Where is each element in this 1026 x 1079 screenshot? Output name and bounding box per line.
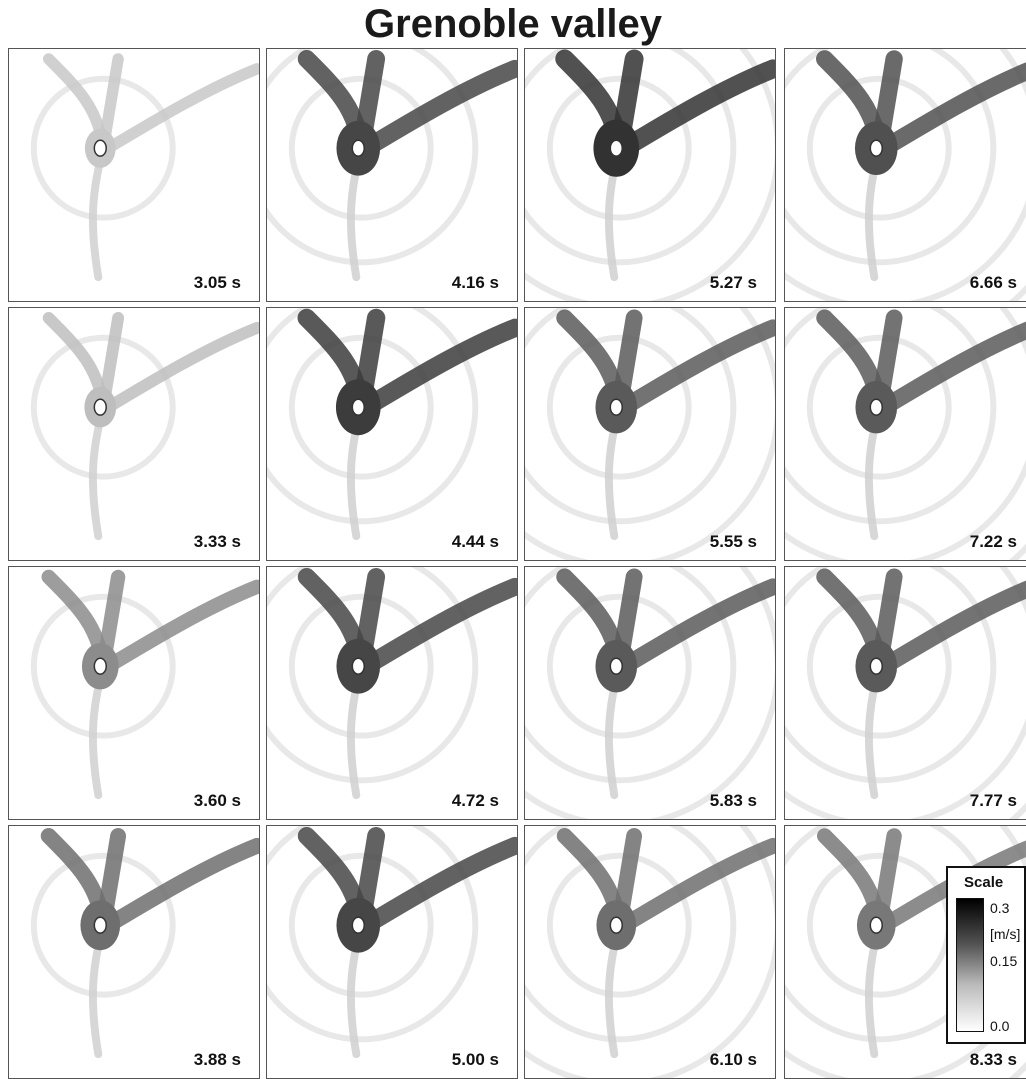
wavefield-image	[30, 827, 259, 1059]
snapshot-panel: 3.33 s	[8, 307, 260, 561]
time-label: 5.00 s	[451, 1050, 499, 1069]
scale-min-label: 0.0	[990, 1018, 1010, 1034]
wavefield-image	[30, 569, 259, 800]
time-label: 3.05 s	[193, 273, 241, 292]
scale-unit-label: [m/s]	[990, 926, 1021, 942]
snapshot-panel: 7.77 s	[784, 566, 1026, 820]
snapshot-panel: 4.44 s	[266, 307, 518, 561]
time-label: 6.66 s	[969, 273, 1017, 292]
wavefield-image	[267, 826, 517, 1059]
time-label: 5.83 s	[709, 791, 757, 810]
snapshot-panel: 3.60 s	[8, 566, 260, 820]
wavefield-image	[785, 567, 1026, 819]
figure-title: Grenoble valley	[364, 2, 662, 46]
time-label: 4.16 s	[451, 273, 499, 292]
wavefield-image	[267, 49, 517, 282]
snapshot-panel: 3.05 s	[8, 48, 260, 302]
snapshot-panel: 6.10 s	[524, 825, 776, 1079]
wavefield-image	[30, 311, 259, 541]
wavefield-image	[525, 567, 775, 819]
scale-colorbar	[956, 898, 984, 1032]
time-label: 4.72 s	[451, 791, 499, 810]
wavefield-image	[525, 826, 775, 1078]
time-label: 3.33 s	[193, 532, 241, 551]
snapshot-panel: 5.00 s	[266, 825, 518, 1079]
snapshot-panel: 3.88 s	[8, 825, 260, 1079]
time-label: 6.10 s	[709, 1050, 757, 1069]
snapshot-panel: 4.16 s	[266, 48, 518, 302]
time-label: 5.55 s	[709, 532, 757, 551]
time-label: 4.44 s	[451, 532, 499, 551]
scale-max-label: 0.3	[990, 900, 1010, 916]
time-label: 7.77 s	[969, 791, 1017, 810]
scale-title: Scale	[964, 874, 1004, 891]
time-label: 7.22 s	[969, 532, 1017, 551]
scale-mid-label: 0.15	[990, 953, 1018, 969]
snapshot-panel: 6.66 s	[784, 48, 1026, 302]
wavefield-image	[785, 49, 1026, 301]
wavefield-image	[785, 308, 1026, 560]
snapshot-panel: 5.27 s	[524, 48, 776, 302]
time-label: 3.60 s	[193, 791, 241, 810]
snapshot-panel: 4.72 s	[266, 566, 518, 820]
snapshot-panel: 5.83 s	[524, 566, 776, 820]
time-label: 5.27 s	[709, 273, 757, 292]
wavefield-image	[267, 308, 517, 541]
wavefield-image	[525, 49, 775, 301]
snapshot-panel: 5.55 s	[524, 307, 776, 561]
wavefield-image	[30, 53, 259, 282]
time-label: 3.88 s	[193, 1050, 241, 1069]
scale-legend: Scale 0.3 [m/s] 0.15 0.0	[946, 866, 1026, 1044]
wavefield-image	[267, 567, 517, 800]
snapshot-panel: 7.22 s	[784, 307, 1026, 561]
time-label: 8.33 s	[969, 1050, 1017, 1069]
wavefield-image	[525, 308, 775, 560]
